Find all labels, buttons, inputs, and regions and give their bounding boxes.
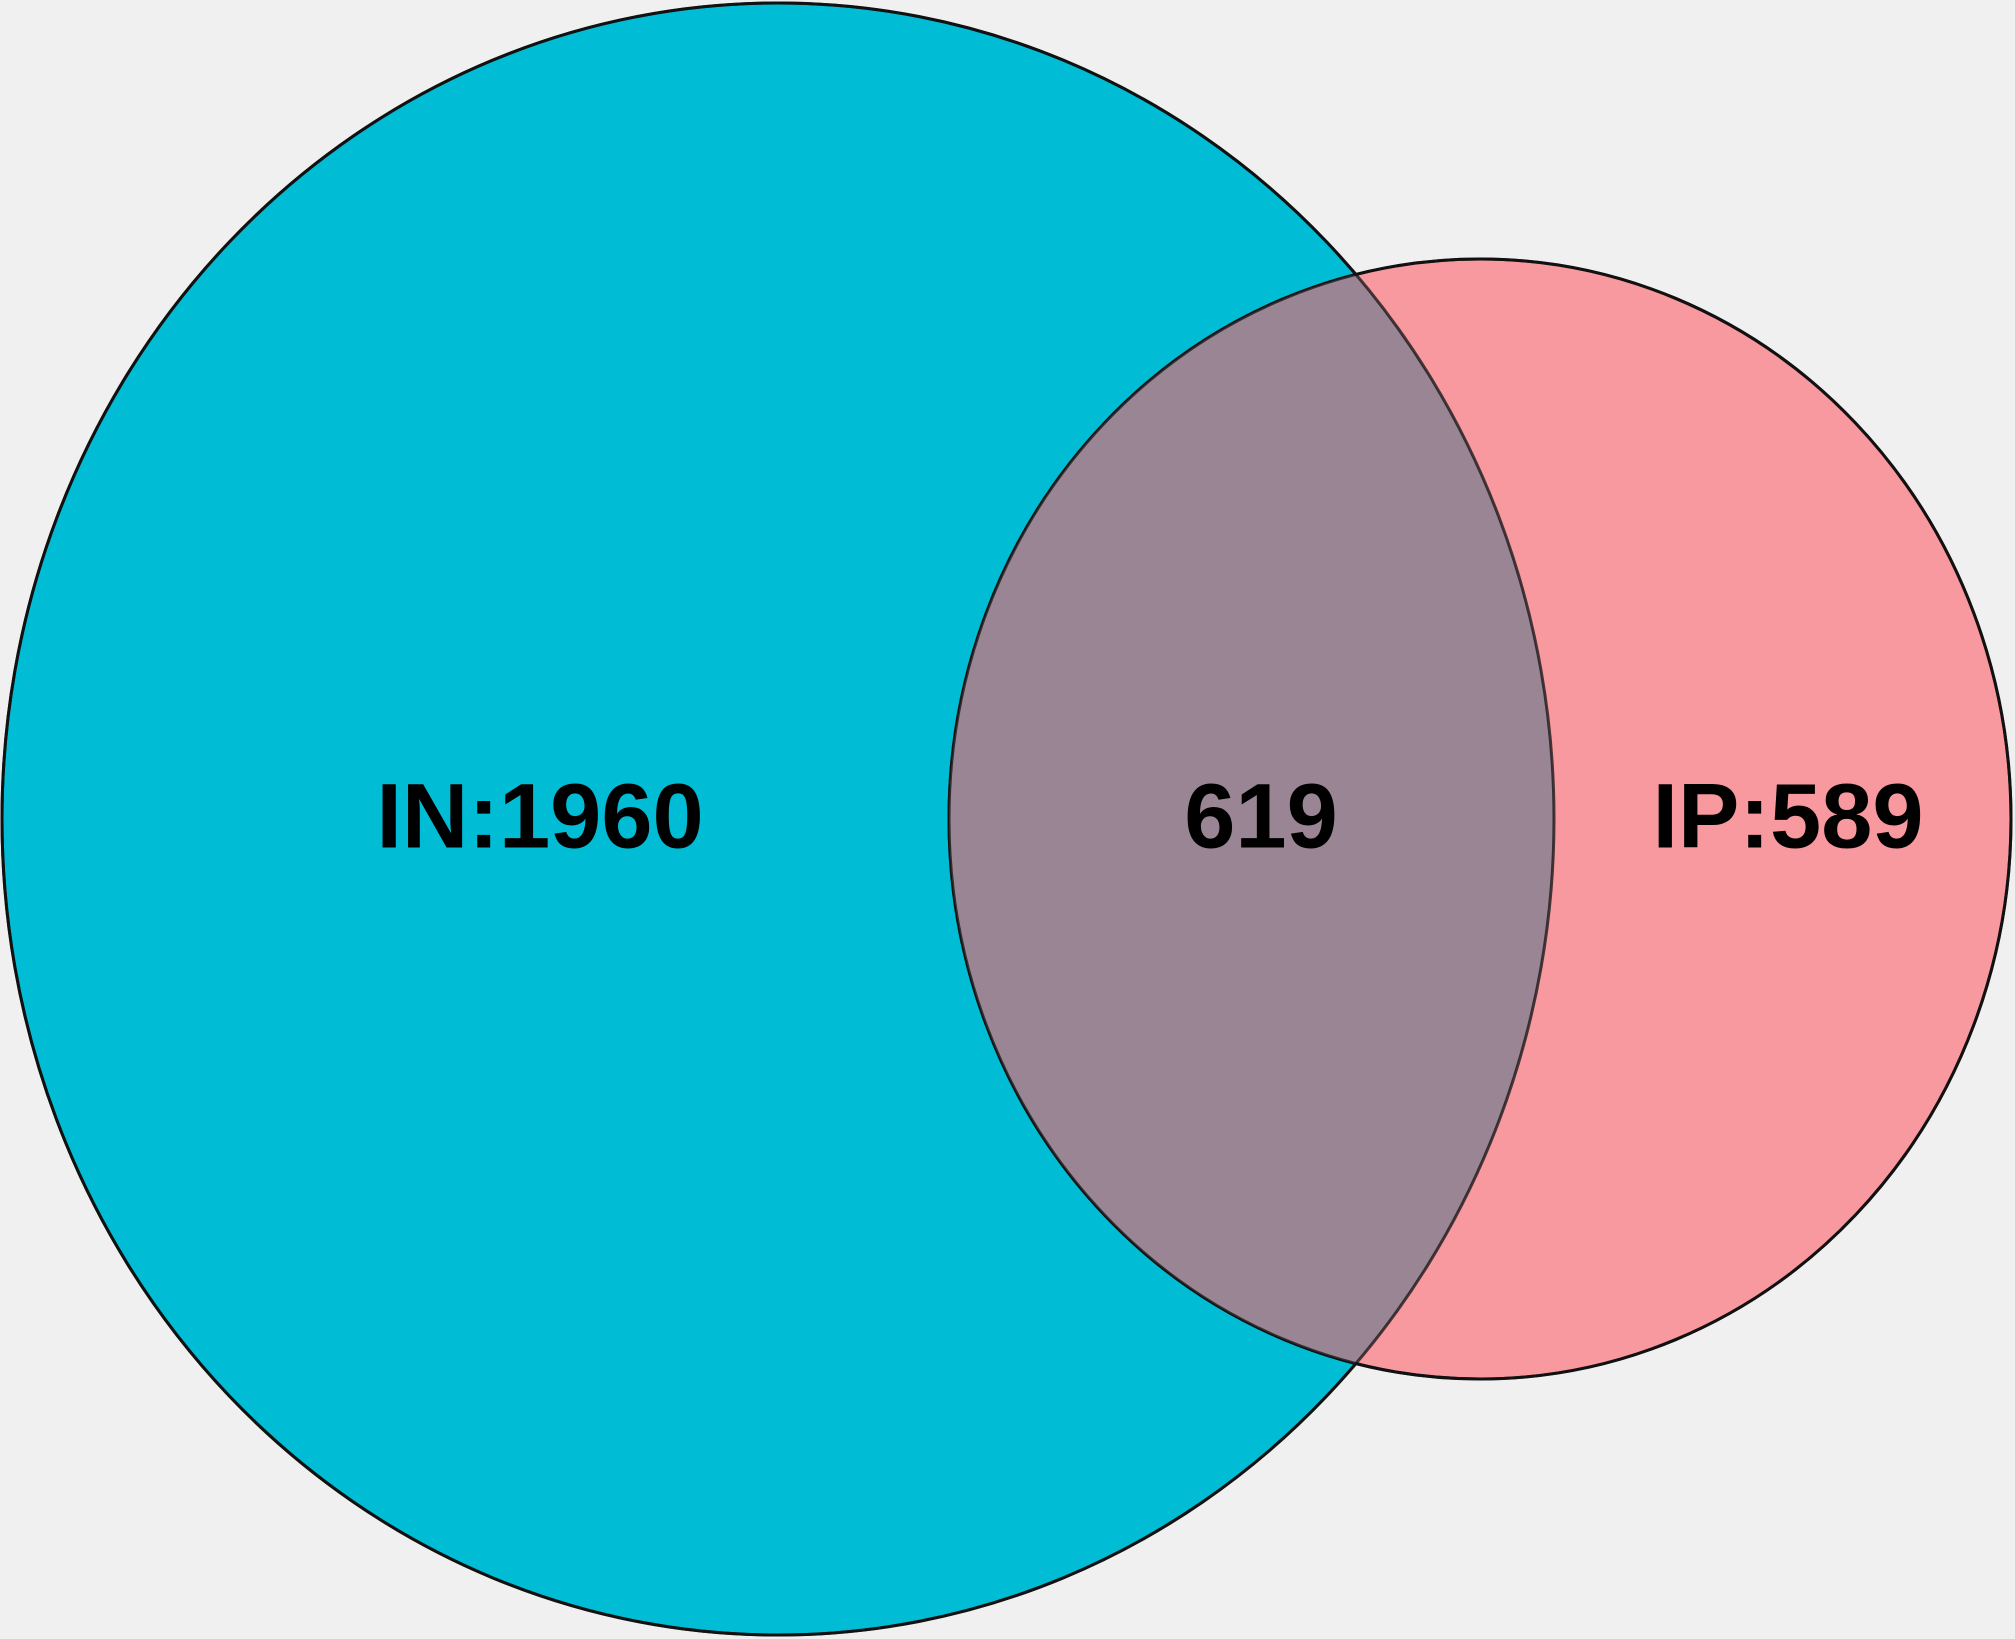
overlap-label: 619	[1184, 765, 1338, 867]
set-ip-outline	[947, 257, 2013, 1381]
set-in-outline	[0, 1, 1556, 1637]
overlap-region	[949, 259, 1554, 1379]
set-ip-label: IP:589	[1652, 765, 1923, 867]
set-in-label: IN:1960	[376, 765, 703, 867]
